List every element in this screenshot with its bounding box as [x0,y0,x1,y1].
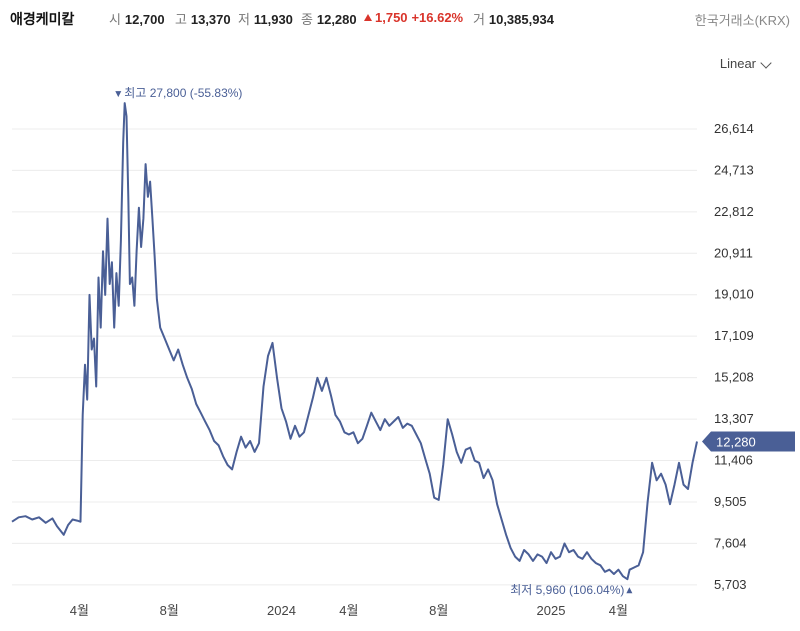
up-triangle-icon [364,14,372,21]
volume-value: 10,385,934 [488,12,554,27]
last-price-badge [702,431,795,452]
x-tick-label: 2024 [267,603,296,618]
y-tick-label: 15,208 [714,370,754,385]
x-tick-label: 4월 [609,603,628,618]
y-tick-label: 22,812 [714,204,754,219]
y-tick-label: 5,703 [714,577,747,592]
x-tick-label: 4월 [70,603,89,618]
y-tick-label: 9,505 [714,494,747,509]
low-label: 저 [238,12,250,27]
price-line [11,102,698,581]
annotations: 최고 27,800 (-55.83%) 최저 5,960 (106.04%) 12,… [115,86,795,597]
y-tick-label: 11,406 [714,453,753,468]
low-value: 11,930 [253,12,293,27]
close-field: 종 12,280 [301,9,357,28]
x-tick-label: 8월 [429,603,448,618]
y-tick-label: 19,010 [714,287,754,302]
min-annotation: 최저 5,960 (106.04%) [510,583,624,597]
y-tick-label: 17,109 [714,328,754,343]
y-tick-label: 26,614 [714,121,754,136]
open-value: 12,700 [124,12,165,27]
volume-field: 거 10,385,934 [473,9,554,28]
stock-name: 애경케미칼 [10,11,75,27]
volume-label: 거 [473,12,485,27]
x-axis-ticks: 4월 8월 2024 4월 8월 2025 4월 [70,603,628,618]
x-tick-label: 8월 [160,603,179,618]
y-tick-label: 24,713 [714,162,754,177]
open-label: 시 [109,12,121,27]
high-field: 고 13,370 [175,9,231,28]
high-value: 13,370 [190,12,231,27]
open-field: 시 12,700 [109,9,165,28]
max-annotation: 최고 27,800 (-55.83%) [124,86,242,100]
grid-lines [12,128,697,586]
y-tick-label: 20,911 [714,245,753,260]
change-field: 1,750 +16.62% [364,9,463,25]
y-tick-label: 7,604 [714,535,747,550]
series-layer [11,102,698,581]
last-price-label: 12,280 [716,434,756,449]
low-field: 저 11,930 [238,9,293,28]
exchange-label: 한국거래소(KRX) [694,13,790,28]
scale-dropdown[interactable]: Linear [719,56,756,71]
close-value: 12,280 [316,12,357,27]
change-percent: +16.62% [411,10,464,25]
y-tick-label: 13,307 [714,411,754,426]
high-label: 고 [175,12,187,27]
close-label: 종 [301,12,313,27]
min-marker-icon [626,587,633,594]
max-marker-icon [115,91,122,98]
change-value: 1,750 [375,10,408,25]
y-axis-ticks: 26,614 24,713 22,812 20,911 19,010 17,109 15,2… [714,121,754,592]
x-tick-label: 2025 [537,603,566,618]
stock-header: 애경케미칼 시 12,700 고 13,370 저 11,930 종 12,28… [0,0,800,34]
x-tick-label: 4월 [339,603,358,618]
